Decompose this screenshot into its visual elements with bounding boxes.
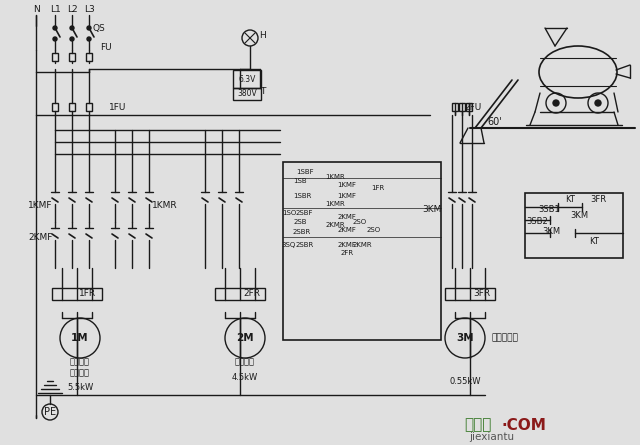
Text: jiexiantu: jiexiantu — [469, 432, 515, 442]
Text: 2KMF: 2KMF — [337, 227, 356, 233]
Text: 6.3V: 6.3V — [238, 74, 256, 84]
Circle shape — [70, 26, 74, 30]
Text: 2KMF: 2KMF — [337, 242, 356, 248]
Text: 接线图: 接线图 — [464, 417, 492, 433]
Text: FU: FU — [100, 43, 111, 52]
Text: 1SBF: 1SBF — [296, 169, 314, 175]
Text: 3SQ: 3SQ — [282, 242, 296, 248]
Bar — [52, 53, 58, 61]
Text: 2FR: 2FR — [340, 250, 353, 256]
Bar — [52, 288, 102, 300]
Circle shape — [53, 26, 57, 30]
Text: 2M: 2M — [236, 333, 254, 343]
Circle shape — [53, 37, 57, 41]
Bar — [52, 103, 58, 111]
Text: T: T — [260, 88, 266, 97]
Text: 1SB: 1SB — [293, 178, 307, 184]
Text: 2KMR: 2KMR — [325, 222, 345, 228]
Bar — [525, 193, 623, 258]
Bar — [283, 162, 441, 340]
Text: 3SB1: 3SB1 — [538, 206, 560, 214]
Bar — [459, 103, 465, 111]
Circle shape — [553, 100, 559, 106]
Text: 380V: 380V — [237, 89, 257, 98]
Text: L1: L1 — [50, 4, 60, 13]
Text: 2SO: 2SO — [367, 227, 381, 233]
Bar — [452, 103, 458, 111]
Text: 1KMF: 1KMF — [337, 182, 356, 188]
Text: 反转倒料: 反转倒料 — [70, 368, 90, 377]
Text: 2KMF: 2KMF — [28, 234, 52, 243]
Text: 1M: 1M — [71, 333, 89, 343]
Circle shape — [87, 37, 91, 41]
Text: 1FR: 1FR — [79, 290, 97, 299]
Text: L2: L2 — [67, 4, 77, 13]
Text: H: H — [259, 32, 266, 40]
Bar — [69, 53, 75, 61]
Bar — [86, 103, 92, 111]
Text: 2SBF: 2SBF — [295, 210, 313, 216]
Circle shape — [595, 100, 601, 106]
Text: 3FR: 3FR — [590, 195, 606, 205]
Text: 1SO: 1SO — [282, 210, 296, 216]
Text: KT: KT — [565, 195, 575, 205]
Text: PE: PE — [44, 407, 56, 417]
Text: 3M: 3M — [456, 333, 474, 343]
Text: 4.5kW: 4.5kW — [232, 373, 258, 383]
Text: QS: QS — [92, 24, 105, 32]
Bar — [86, 53, 92, 61]
Text: 2FR: 2FR — [243, 290, 260, 299]
Text: KT: KT — [589, 238, 599, 247]
Text: 进料升降: 进料升降 — [235, 357, 255, 367]
Text: 1KMF: 1KMF — [28, 201, 52, 210]
Circle shape — [70, 37, 74, 41]
Text: 1FR: 1FR — [371, 185, 385, 191]
Text: 2KMR: 2KMR — [352, 242, 372, 248]
Text: 2SB: 2SB — [293, 219, 307, 225]
Text: 3FR: 3FR — [474, 290, 491, 299]
Text: 0.55kW: 0.55kW — [449, 377, 481, 387]
Text: 1SBR: 1SBR — [293, 193, 311, 199]
Bar — [466, 103, 472, 111]
Text: 3SB2: 3SB2 — [526, 218, 548, 227]
Text: N: N — [33, 4, 40, 13]
Text: 3KM: 3KM — [422, 206, 442, 214]
Circle shape — [87, 26, 91, 30]
Text: 2KMF: 2KMF — [337, 214, 356, 220]
Bar — [233, 88, 261, 100]
Text: 60': 60' — [488, 117, 502, 127]
Text: 1KMF: 1KMF — [337, 193, 356, 199]
Bar — [233, 70, 261, 88]
Text: 2FU: 2FU — [465, 104, 482, 113]
Text: ·COM: ·COM — [502, 417, 547, 433]
Bar — [445, 288, 495, 300]
Text: 正转绕拌: 正转绕拌 — [70, 357, 90, 367]
Text: 1FU: 1FU — [109, 104, 127, 113]
Text: 供水抽水泵: 供水抽水泵 — [492, 333, 518, 343]
Bar — [215, 288, 265, 300]
Text: 3KM: 3KM — [570, 211, 588, 221]
Text: 3KM: 3KM — [542, 227, 560, 236]
Text: 1KMR: 1KMR — [325, 174, 345, 180]
Text: 1KMR: 1KMR — [325, 201, 345, 207]
Text: 2SBR: 2SBR — [293, 229, 311, 235]
Text: 5.5kW: 5.5kW — [67, 383, 93, 392]
Bar — [69, 103, 75, 111]
Text: 1KMR: 1KMR — [152, 201, 178, 210]
Text: L3: L3 — [84, 4, 94, 13]
Text: 2SO: 2SO — [353, 219, 367, 225]
Text: 2SBR: 2SBR — [296, 242, 314, 248]
